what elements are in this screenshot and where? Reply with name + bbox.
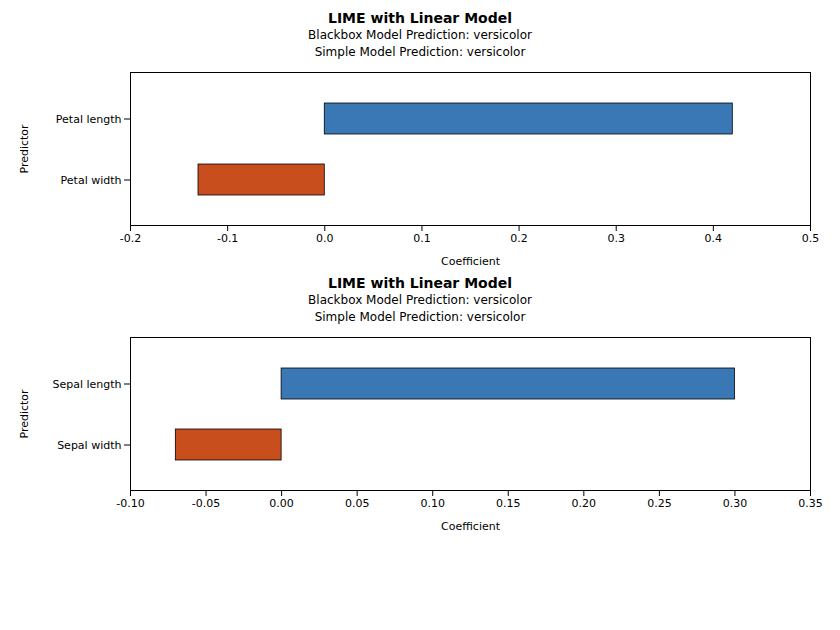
- html-text:Simple Model Prediction: versi: Simple Model Prediction: versicolor: [314, 45, 526, 59]
- svg-text:0.35: 0.35: [798, 497, 823, 510]
- svg-text:Predictor: Predictor: [18, 124, 31, 174]
- svg-text:0.05: 0.05: [345, 497, 370, 510]
- svg-text:Coefficient: Coefficient: [441, 255, 501, 268]
- svg-text:0.5: 0.5: [802, 232, 820, 245]
- html-text:LIME with Linear Model: LIME with Linear Model: [328, 10, 512, 26]
- svg-text:Coefficient: Coefficient: [441, 520, 501, 533]
- svg-text:Petal length: Petal length: [56, 113, 122, 126]
- svg-text:0.20: 0.20: [572, 497, 597, 510]
- svg-text:Sepal width: Sepal width: [57, 439, 121, 452]
- svg-text:-0.10: -0.10: [116, 497, 144, 510]
- svg-text:-0.05: -0.05: [192, 497, 220, 510]
- svg-text:0.0: 0.0: [316, 232, 334, 245]
- html-text:Simple Model Prediction: versi: Simple Model Prediction: versicolor: [314, 310, 526, 324]
- svg-text:-0.2: -0.2: [120, 232, 141, 245]
- svg-text:0.10: 0.10: [420, 497, 445, 510]
- svg-text:Petal width: Petal width: [61, 174, 122, 187]
- html-text:Blackbox Model Prediction: ver: Blackbox Model Prediction: versicolor: [308, 28, 532, 42]
- svg-text:0.25: 0.25: [647, 497, 672, 510]
- svg-text:-0.1: -0.1: [217, 232, 238, 245]
- svg-text:0.1: 0.1: [413, 232, 431, 245]
- html-text:LIME with Linear Model: LIME with Linear Model: [328, 275, 512, 291]
- svg-text:0.2: 0.2: [510, 232, 528, 245]
- html-text:Blackbox Model Prediction: ver: Blackbox Model Prediction: versicolor: [308, 293, 532, 307]
- svg-text:Sepal length: Sepal length: [52, 378, 121, 391]
- svg-text:0.4: 0.4: [705, 232, 723, 245]
- svg-text:Predictor: Predictor: [18, 389, 31, 439]
- svg-text:0.00: 0.00: [269, 497, 294, 510]
- svg-text:0.15: 0.15: [496, 497, 521, 510]
- svg-text:0.3: 0.3: [607, 232, 625, 245]
- svg-text:0.30: 0.30: [723, 497, 748, 510]
